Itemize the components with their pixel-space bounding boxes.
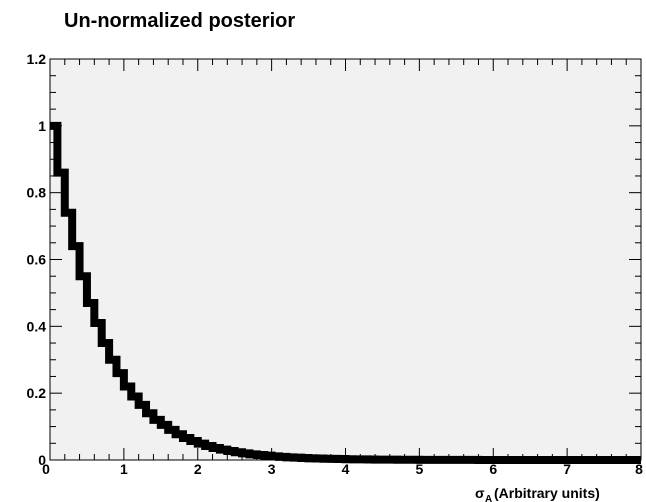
x-tick-label: 2 <box>194 461 202 477</box>
y-tick-label: 0.4 <box>27 318 47 334</box>
x-axis-label: σ A (Arbitrary units) <box>475 485 600 502</box>
x-tick-label: 1 <box>120 461 128 477</box>
chart-title: Un-normalized posterior <box>64 10 295 32</box>
x-tick-label: 5 <box>415 461 423 477</box>
x-axis-text: (Arbitrary units) <box>494 485 600 501</box>
histogram-line <box>50 121 641 464</box>
x-tick-label: 7 <box>563 461 571 477</box>
y-tick-label: 0.8 <box>27 185 47 201</box>
plot-frame <box>49 58 642 461</box>
x-tick-label: 6 <box>489 461 497 477</box>
x-axis-symbol: σ <box>475 485 485 501</box>
y-tick-labels: 0 0.2 0.4 0.6 0.8 1 1.2 <box>27 51 47 468</box>
x-tick-label: 3 <box>268 461 276 477</box>
x-tick-labels: 0 1 2 3 4 5 6 7 8 <box>42 461 643 477</box>
svg-text:σ: σ <box>475 485 485 501</box>
svg-text:(Arbitrary units): (Arbitrary units) <box>494 485 600 501</box>
y-tick-label: 0.6 <box>27 252 47 268</box>
y-tick-label: 1 <box>38 118 46 134</box>
x-tick-label: 4 <box>342 461 350 477</box>
x-axis-subscript: A <box>485 494 492 502</box>
x-tick-label: 8 <box>635 461 643 477</box>
y-tick-label: 0 <box>38 452 46 468</box>
y-tick-label: 1.2 <box>27 51 47 67</box>
x-tick-label: 0 <box>42 461 50 477</box>
y-tick-label: 0.2 <box>27 385 47 401</box>
svg-text:A: A <box>485 494 492 502</box>
